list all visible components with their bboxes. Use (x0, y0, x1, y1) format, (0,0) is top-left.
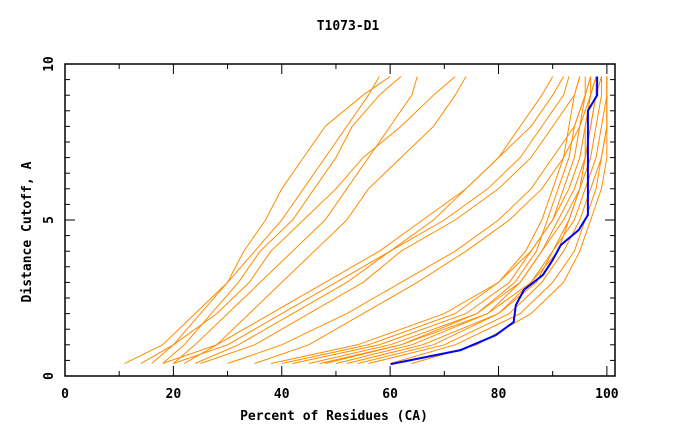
model-line-19 (357, 76, 592, 365)
x-tick-label: 20 (166, 387, 182, 402)
x-tick-label: 40 (274, 387, 290, 402)
model-line-12 (194, 76, 554, 364)
x-tick-label: 60 (382, 387, 398, 402)
model-line-11 (254, 76, 597, 364)
highlight-line (390, 76, 599, 366)
plot-frame (64, 63, 616, 377)
model-line-13 (346, 76, 608, 365)
y-tick-label: 5 (42, 216, 57, 224)
model-line-8 (200, 76, 581, 364)
model-line-1 (140, 76, 391, 364)
model-line-15 (324, 76, 602, 365)
model-line-4 (151, 76, 456, 364)
y-axis-label: Distance Cutoff, A (20, 161, 35, 302)
model-line-14 (368, 76, 608, 365)
y-tick-label: 0 (42, 372, 57, 380)
x-axis-label: Percent of Residues (CA) (240, 409, 428, 424)
chart-title: T1073-D1 (317, 19, 380, 34)
model-line-5 (183, 76, 467, 364)
model-line-3 (173, 76, 418, 364)
y-tick-label: 10 (42, 56, 57, 72)
model-line-21 (411, 76, 608, 365)
model-line-10 (162, 76, 564, 364)
x-tick-label: 100 (595, 387, 619, 402)
x-tick-label: 80 (491, 387, 507, 402)
model-line-23 (319, 76, 592, 365)
model-line-22 (281, 76, 581, 365)
model-line-7 (173, 76, 570, 364)
x-tick-label: 0 (61, 387, 69, 402)
model-line-6 (124, 76, 380, 364)
